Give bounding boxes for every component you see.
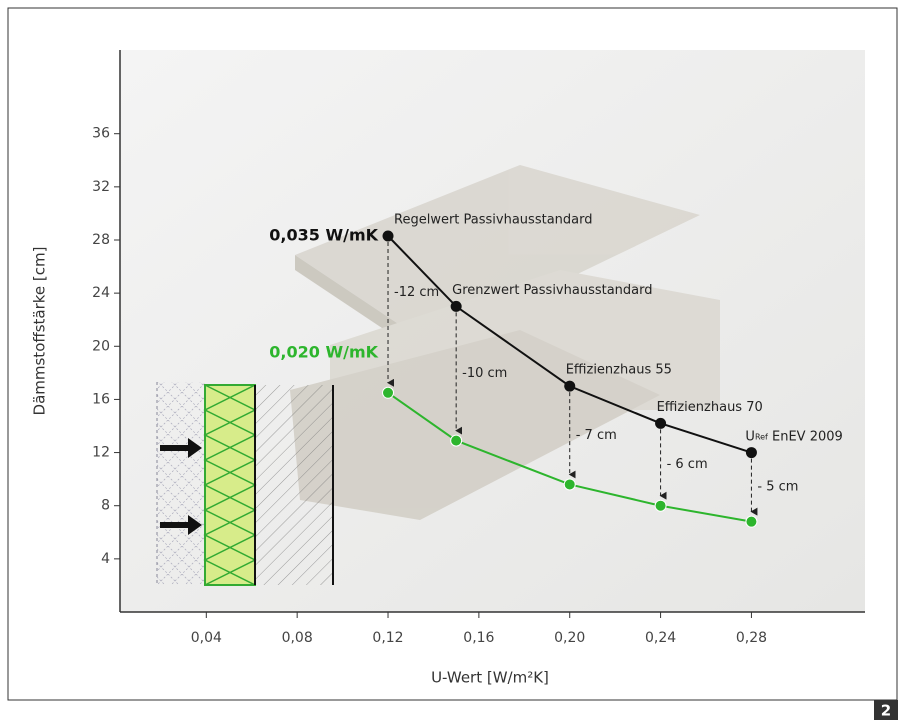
difference-label: -10 cm (462, 366, 507, 381)
x-tick-label: 0,16 (463, 630, 494, 646)
x-tick-label: 0,20 (554, 630, 585, 646)
y-tick-label: 12 (92, 445, 110, 461)
data-point (383, 387, 394, 398)
x-tick-label: 0,12 (372, 630, 403, 646)
x-axis-label: U-Wert [W/m²K] (431, 669, 549, 687)
x-tick-label: 0,08 (282, 630, 313, 646)
x-tick-label: 0,24 (645, 630, 676, 646)
series-label: 0,020 W/mK (269, 342, 378, 361)
data-point (451, 301, 462, 312)
y-tick-label: 4 (101, 551, 110, 567)
difference-label: - 6 cm (667, 457, 708, 472)
point-label: Regelwert Passivhausstandard (394, 213, 592, 228)
y-tick-label: 24 (92, 285, 110, 301)
y-tick-label: 32 (92, 179, 110, 195)
data-point (746, 447, 757, 458)
y-tick-label: 28 (92, 232, 110, 248)
point-label: Effizienzhaus 70 (657, 400, 763, 415)
data-point (383, 231, 394, 242)
wall-illustration (157, 382, 333, 585)
data-point (655, 500, 666, 511)
data-point (564, 381, 575, 392)
figure-number: 2 (881, 702, 891, 720)
y-tick-label: 16 (92, 391, 110, 407)
point-label: Grenzwert Passivhausstandard (452, 283, 652, 298)
data-point (746, 516, 757, 527)
y-tick-label: 8 (101, 498, 110, 514)
series-label: 0,035 W/mK (269, 226, 378, 245)
x-tick-label: 0,28 (736, 630, 767, 646)
data-point (564, 479, 575, 490)
y-axis-label: Dämmstoffstärke [cm] (31, 247, 49, 416)
difference-label: -12 cm (394, 285, 439, 300)
difference-label: - 7 cm (576, 428, 617, 443)
data-point (655, 418, 666, 429)
figure: U-Wert [W/m²K] Dämmstoffstärke [cm] 2 4 8… (0, 0, 906, 720)
y-tick-label: 20 (92, 338, 110, 354)
u-ref-sub: Ref (755, 432, 768, 441)
point-label: Effizienzhaus 55 (566, 363, 672, 378)
u-ref-rest: EnEV 2009 (768, 429, 843, 444)
x-tick-label: 0,04 (191, 630, 222, 646)
difference-label: - 5 cm (757, 480, 798, 495)
data-point (451, 435, 462, 446)
y-tick-label: 36 (92, 126, 110, 142)
u-ref-main: U (745, 429, 755, 444)
